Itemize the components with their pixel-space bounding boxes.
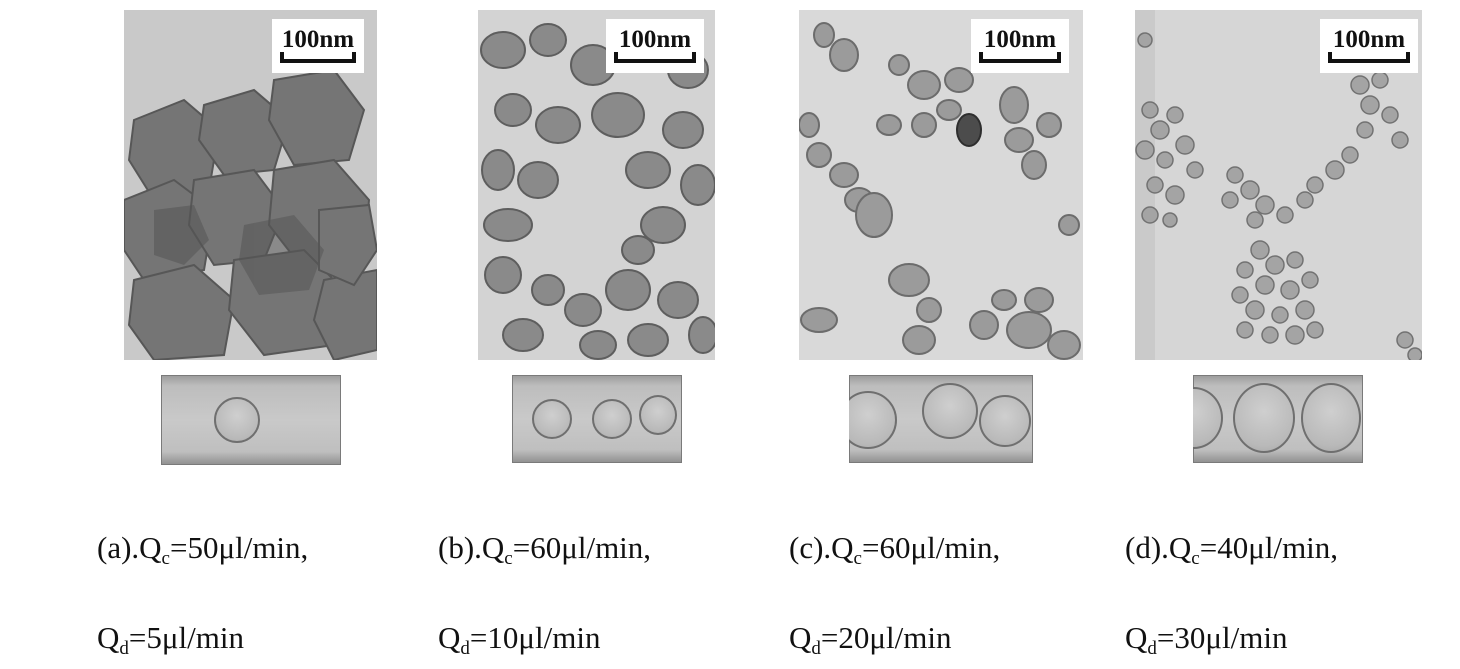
scale-bar-label-d: 100nm (1332, 26, 1406, 53)
caption-a-line2: Qd=5μl/min (97, 620, 244, 659)
scale-bar-label-c: 100nm (983, 26, 1057, 53)
droplet-c2 (922, 383, 978, 439)
scale-bar-line-c (979, 52, 1061, 63)
caption-b-line2: Qd=10μl/min (438, 620, 601, 659)
tem-image-d: 100nm (1135, 10, 1422, 360)
scale-bar-a: 100nm (272, 19, 364, 73)
droplet-d3 (1301, 383, 1361, 453)
caption-c-line1: (c).Qc=60μl/min, (789, 530, 1001, 569)
droplet-image-c (849, 375, 1033, 463)
caption-b-line1: (b).Qc=60μl/min, (438, 530, 652, 569)
caption-d-line1: (d).Qc=40μl/min, (1125, 530, 1339, 569)
droplet-b2 (592, 399, 632, 439)
scale-bar-label-b: 100nm (618, 26, 692, 53)
droplet-c1 (849, 391, 897, 449)
scale-bar-label-a: 100nm (281, 26, 355, 53)
scale-bar-b: 100nm (606, 19, 704, 73)
droplet-image-a (161, 375, 341, 465)
caption-c-line2: Qd=20μl/min (789, 620, 952, 659)
droplet-image-d (1193, 375, 1363, 463)
scale-bar-d: 100nm (1320, 19, 1418, 73)
caption-a-line1: (a).Qc=50μl/min, (97, 530, 309, 569)
scale-bar-c: 100nm (971, 19, 1069, 73)
droplet-image-b (512, 375, 682, 463)
scale-bar-line-d (1328, 52, 1410, 63)
tem-image-a: 100nm (124, 10, 377, 360)
scale-bar-line-a (280, 52, 356, 63)
caption-d-line2: Qd=30μl/min (1125, 620, 1288, 659)
droplet-d1 (1193, 387, 1223, 449)
droplet-c3 (979, 395, 1031, 447)
tem-image-b: 100nm (478, 10, 715, 360)
scale-bar-line-b (614, 52, 696, 63)
droplet-b1 (532, 399, 572, 439)
droplet-d2 (1233, 383, 1295, 453)
droplet-b3 (639, 395, 677, 435)
tem-image-c: 100nm (799, 10, 1083, 360)
droplet-a1 (214, 397, 260, 443)
